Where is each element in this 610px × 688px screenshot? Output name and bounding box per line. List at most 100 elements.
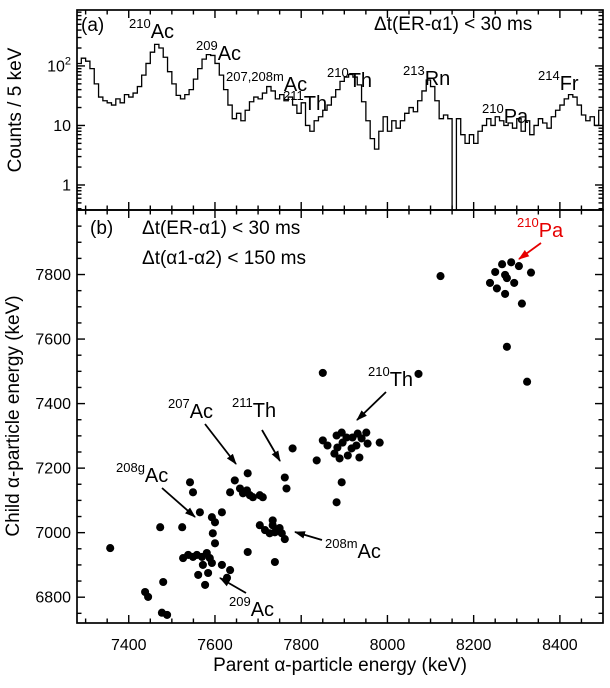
data-point (492, 284, 501, 293)
data-point (270, 557, 279, 567)
data-point (243, 547, 252, 557)
data-point (330, 449, 339, 458)
data-point (188, 488, 198, 497)
panel-a-y-tick-label: 102 (47, 55, 71, 75)
data-point (248, 493, 257, 502)
data-point (523, 377, 532, 386)
data-point (258, 493, 267, 502)
panel-b-annotations: 210Pa 210Th 207Ac 211Th 208gAc 208mAc 209Ac (116, 215, 564, 621)
scatter-points (106, 258, 536, 619)
isotope-label-210Pa: 210Pa (517, 215, 564, 242)
data-point (502, 342, 511, 351)
data-point (106, 544, 115, 553)
isotope-label-210Ac: 210Ac (129, 16, 174, 43)
data-point (217, 560, 226, 569)
panel-b-y-axis-title: Child α-particle energy (keV) (3, 295, 24, 537)
data-point (507, 258, 516, 267)
x-axis-title: Parent α-particle energy (keV) (213, 655, 467, 676)
panel-a-condition: Δt(ER-α1) < 30 ms (374, 14, 533, 35)
data-point (436, 272, 445, 281)
panel-a-y-tick-label: 10 (53, 118, 71, 135)
data-point (243, 469, 252, 478)
data-point (208, 529, 217, 538)
annotation-arrow (219, 577, 247, 594)
data-point (230, 476, 239, 485)
x-tick-label: 7600 (197, 637, 233, 654)
panel-a-tag: (a) (81, 15, 105, 36)
data-point (335, 454, 344, 463)
data-point (280, 535, 289, 544)
data-point (204, 568, 213, 578)
data-point (343, 451, 352, 460)
isotope-label-210Pa: 210Pa (482, 101, 529, 128)
annotation-arrow (261, 429, 281, 462)
x-tick-label: 8200 (456, 637, 492, 654)
isotope-label-208gAc: 208gAc (116, 460, 168, 487)
data-point (501, 289, 510, 298)
isotope-label-209Ac: 209Ac (196, 38, 241, 65)
annotation-arrow (356, 391, 387, 421)
annotation-arrow (204, 423, 237, 465)
isotope-label-210Th: 210Th (368, 364, 413, 391)
data-point (194, 570, 203, 579)
isotope-label-207Ac: 207Ac (168, 396, 213, 423)
panel-b-y-tick-label: 7400 (35, 396, 71, 413)
panel-a-y-axis-title: Counts / 5 keV (5, 47, 26, 173)
data-point (352, 441, 361, 450)
data-point (255, 521, 264, 530)
data-point (333, 443, 342, 452)
data-point (318, 436, 327, 445)
histogram-trace (77, 43, 603, 211)
data-point (201, 580, 210, 589)
data-point (288, 444, 297, 453)
data-point (485, 278, 495, 287)
data-point (156, 523, 165, 532)
data-point (159, 577, 168, 587)
data-point (144, 592, 153, 601)
data-point (207, 558, 216, 568)
data-point (338, 438, 347, 447)
data-point (268, 516, 277, 525)
data-point (363, 439, 372, 448)
data-point (178, 523, 187, 532)
data-point (282, 484, 291, 493)
data-point (318, 368, 327, 377)
tick-labels: 7400 7600 7800 8000 8200 8400 6800 7000 7200 7400… (35, 55, 577, 654)
panel-b-y-tick-label: 7600 (35, 332, 71, 349)
data-point (323, 441, 332, 450)
data-point (526, 268, 536, 277)
data-point (226, 566, 235, 575)
annotation-arrow (161, 487, 196, 518)
ticks (77, 10, 603, 623)
isotope-label-207208mAc: 207,208mAc (226, 69, 307, 96)
panel-b-y-tick-label: 7200 (35, 461, 71, 478)
isotope-label-211Th: 211Th (232, 395, 276, 422)
panel-b-y-tick-label: 6800 (35, 590, 71, 607)
data-point (163, 610, 172, 619)
panel-b-tag: (b) (90, 218, 114, 239)
isotope-label-209Ac: 209Ac (229, 594, 274, 621)
panel-b-frame (76, 209, 604, 624)
annotation-arrow (294, 531, 323, 541)
data-point (226, 488, 235, 497)
data-point (362, 428, 371, 437)
annotation-arrow (518, 242, 542, 260)
panel-b-y-tick-label: 7000 (35, 525, 71, 542)
data-point (514, 262, 523, 271)
panel-b-y-tick-label: 7800 (35, 267, 71, 284)
data-point (498, 260, 507, 269)
data-point (491, 267, 500, 277)
data-point (375, 438, 384, 447)
isotope-label-213Rn: 213Rn (403, 63, 450, 90)
isotope-label-211Th: 211Th (283, 88, 327, 115)
data-point (414, 369, 423, 378)
data-point (198, 560, 207, 569)
panel-b-condition-1: Δt(ER-α1) < 30 ms (142, 218, 301, 239)
data-point (510, 278, 519, 287)
isotope-label-208mAc: 208mAc (325, 536, 381, 563)
data-point (312, 456, 321, 465)
data-point (357, 434, 366, 443)
